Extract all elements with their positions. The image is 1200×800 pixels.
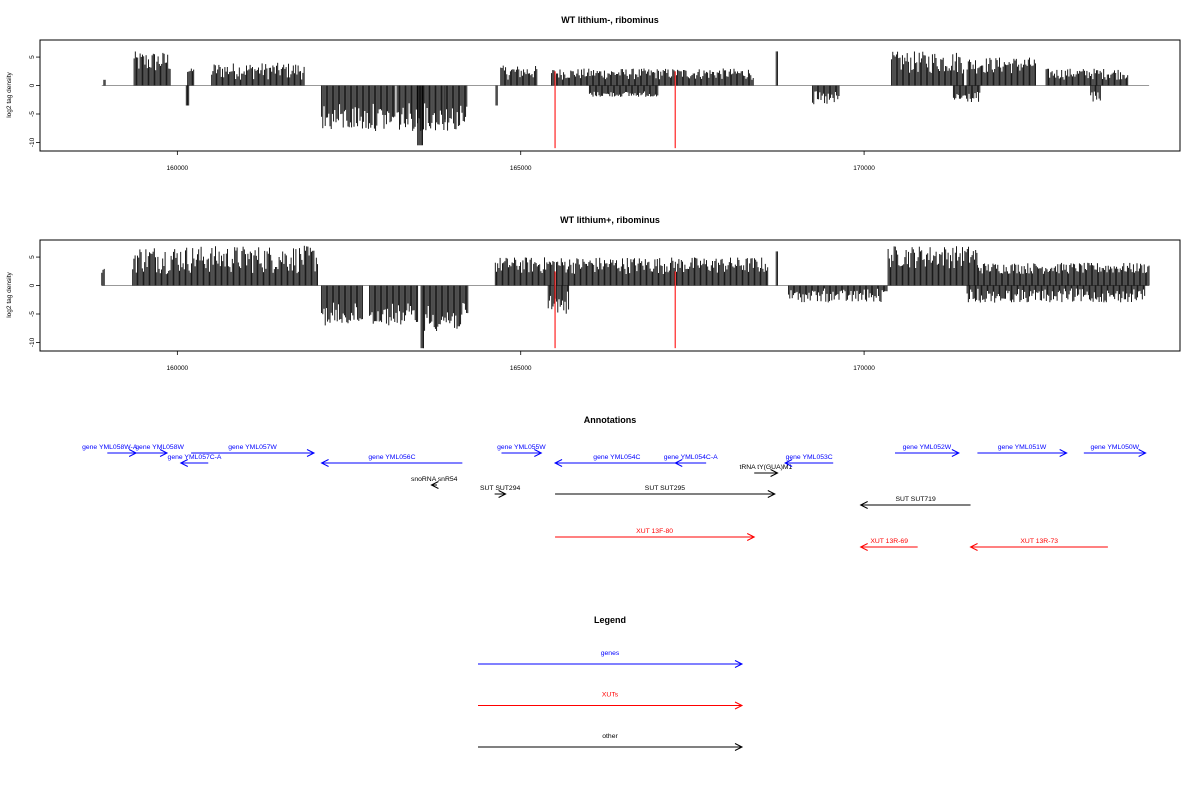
legend-arrow-other: other: [478, 733, 744, 751]
feature-arrow-gene: gene YML052W: [895, 444, 960, 457]
legend-arrow-gene: genes: [478, 650, 744, 668]
track-panel-lithium-minus: WT lithium-, ribominus log2 tag density …: [6, 15, 1181, 172]
panel-title: WT lithium+, ribominus: [560, 215, 660, 225]
feature-arrow-other: snoRNA snR54: [411, 476, 458, 489]
feature-arrow-xut: XUT 13R-69: [859, 538, 918, 551]
feature-arrow-gene: gene YML054C-A: [664, 454, 718, 467]
legend-label: genes: [601, 650, 620, 657]
y-axis-ticks: 5 0 -5 -10: [29, 55, 40, 147]
y-tick-label: -10: [29, 337, 36, 347]
legend-label: XUTs: [602, 692, 619, 699]
annotations-title: Annotations: [584, 415, 637, 425]
feature-label: gene YML054C: [593, 454, 640, 461]
x-tick-label: 160000: [166, 365, 188, 372]
y-axis-ticks: 5 0 -5 -10: [29, 255, 40, 347]
y-tick-label: 0: [29, 83, 36, 87]
feature-arrow-gene: gene YML057C-A: [168, 454, 222, 467]
feature-label: gene YML057W: [228, 444, 277, 451]
legend-arrow-xut: XUTs: [478, 692, 744, 710]
feature-arrow-gene: gene YML053C: [784, 454, 834, 467]
plot-frame: [39, 239, 1181, 352]
feature-label: SUT SUT294: [480, 485, 521, 492]
y-tick-label: -10: [29, 137, 36, 147]
x-tick-label: 170000: [853, 165, 875, 172]
density-bars: [101, 245, 1150, 349]
y-tick-label: 5: [29, 55, 36, 59]
legend: Legend genes XUTs other: [478, 615, 744, 751]
feature-label: SUT SUT295: [645, 485, 686, 492]
plot-frame: [39, 39, 1181, 152]
feature-arrow-gene: gene YML055W: [497, 444, 546, 457]
y-tick-label: -5: [29, 311, 36, 317]
feature-arrow-gene: gene YML054C: [553, 454, 679, 467]
feature-label: gene YML057C-A: [168, 454, 222, 461]
feature-label: gene YML050W: [1090, 444, 1139, 451]
feature-label: gene YML055W: [497, 444, 546, 451]
feature-label: SUT SUT719: [895, 496, 936, 503]
x-tick-label: 170000: [853, 365, 875, 372]
y-axis-label: log2 tag density: [6, 271, 13, 317]
y-tick-label: -5: [29, 111, 36, 117]
feature-label: XUT 13R-69: [870, 538, 908, 545]
feature-label: gene YML051W: [998, 444, 1047, 451]
legend-label: other: [602, 733, 618, 740]
legend-entries: genes XUTs other: [478, 650, 744, 751]
legend-title: Legend: [594, 615, 626, 625]
track-panel-lithium-plus: WT lithium+, ribominus log2 tag density …: [6, 215, 1181, 372]
x-axis-ticks: 160000 165000 170000: [166, 151, 875, 172]
density-bars: [101, 51, 1150, 149]
panel-title: WT lithium-, ribominus: [561, 15, 659, 25]
feature-label: gene YML054C-A: [664, 454, 718, 461]
feature-arrow-other: SUT SUT719: [859, 496, 971, 509]
feature-arrow-xut: XUT 13F-80: [555, 528, 756, 541]
feature-arrow-other: SUT SUT294: [480, 485, 521, 498]
feature-label: gene YML052W: [903, 444, 952, 451]
x-tick-label: 160000: [166, 165, 188, 172]
feature-arrow-xut: XUT 13R-73: [969, 538, 1108, 551]
feature-arrow-gene: gene YML050W: [1083, 444, 1147, 457]
feature-label: gene YML058W: [135, 444, 184, 451]
y-tick-label: 0: [29, 283, 36, 287]
feature-arrow-gene: gene YML051W: [977, 444, 1068, 457]
x-axis-ticks: 160000 165000 170000: [166, 351, 875, 372]
x-tick-label: 165000: [510, 365, 532, 372]
feature-label: snoRNA snR54: [411, 476, 458, 483]
y-tick-label: 5: [29, 255, 36, 259]
feature-arrow-other: tRNA tY(GUA)M1: [739, 464, 793, 477]
feature-label: gene YML053C: [786, 454, 833, 461]
feature-label: tRNA tY(GUA)M1: [739, 464, 792, 471]
feature-arrow-other: SUT SUT295: [555, 485, 776, 498]
feature-arrow-gene: gene YML058W-A: [82, 444, 138, 457]
feature-label: gene YML058W-A: [82, 444, 138, 451]
y-axis-label: log2 tag density: [6, 71, 13, 117]
feature-arrow-gene: gene YML057W: [191, 444, 316, 457]
feature-label: XUT 13F-80: [636, 528, 673, 535]
feature-label: gene YML056C: [368, 454, 415, 461]
x-tick-label: 165000: [510, 165, 532, 172]
feature-arrow-gene: gene YML058W: [135, 444, 184, 457]
feature-label: XUT 13R-73: [1020, 538, 1058, 545]
feature-arrow-gene: gene YML056C: [320, 454, 463, 467]
